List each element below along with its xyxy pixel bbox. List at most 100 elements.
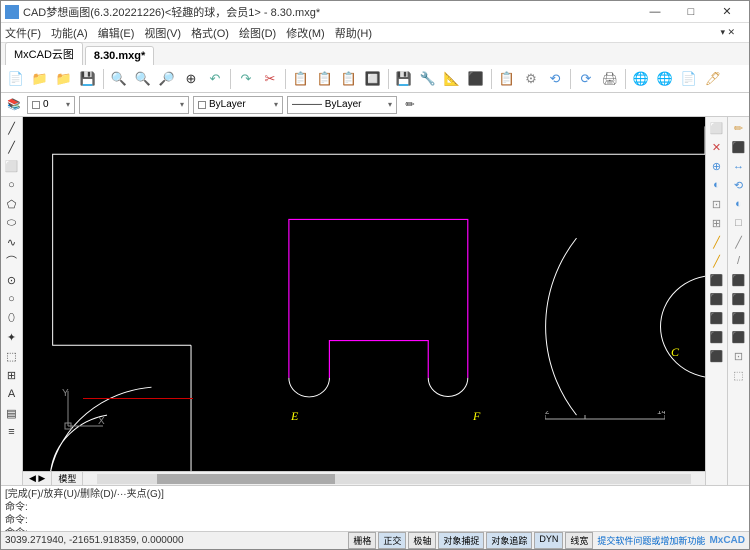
- ltool-6[interactable]: ∿: [3, 233, 21, 251]
- rtool-a-11[interactable]: ⬛: [708, 328, 726, 346]
- menu-edit[interactable]: 编辑(E): [98, 25, 135, 41]
- toolbar-btn-8[interactable]: ↶: [204, 68, 226, 90]
- rtool-a-5[interactable]: ⊞: [708, 214, 726, 232]
- status-栅格[interactable]: 栅格: [348, 532, 376, 549]
- tab-file[interactable]: 8.30.mxg*: [85, 46, 154, 65]
- ltool-3[interactable]: ○: [3, 176, 21, 194]
- ltool-4[interactable]: ⬠: [3, 195, 21, 213]
- status-对象追踪[interactable]: 对象追踪: [486, 532, 532, 549]
- close-button[interactable]: ✕: [709, 2, 745, 22]
- layers-icon[interactable]: 📚: [5, 96, 23, 114]
- layer-combo[interactable]: 0▾: [27, 96, 75, 114]
- rtool-a-0[interactable]: ⬜: [708, 119, 726, 137]
- ltool-1[interactable]: ╱: [3, 138, 21, 156]
- rtool-b-4[interactable]: ◐: [730, 195, 748, 213]
- ltool-12[interactable]: ⬚: [3, 347, 21, 365]
- toolbar-btn-2[interactable]: 📁: [53, 68, 75, 90]
- rtool-a-4[interactable]: ⊡: [708, 195, 726, 213]
- rtool-b-10[interactable]: ⬛: [730, 309, 748, 327]
- h-scrollbar[interactable]: [97, 474, 691, 484]
- rtool-a-12[interactable]: ⬛: [708, 347, 726, 365]
- ltool-9[interactable]: ○: [3, 290, 21, 308]
- rtool-b-13[interactable]: ⬚: [730, 366, 748, 384]
- toolbar-btn-0[interactable]: 📄: [5, 68, 27, 90]
- toolbar-btn-7[interactable]: ⊕: [180, 68, 202, 90]
- color-combo[interactable]: ByLayer▾: [193, 96, 283, 114]
- ltool-0[interactable]: ╱: [3, 119, 21, 137]
- toolbar-btn-27[interactable]: 🖊: [702, 68, 724, 90]
- ltool-11[interactable]: ✦: [3, 328, 21, 346]
- toolbar-btn-11[interactable]: 📋: [290, 68, 312, 90]
- toolbar-btn-24[interactable]: 🌐: [630, 68, 652, 90]
- rtool-a-1[interactable]: ✕: [708, 138, 726, 156]
- rtool-b-3[interactable]: ⟲: [730, 176, 748, 194]
- toolbar-btn-1[interactable]: 📁: [29, 68, 51, 90]
- ltool-15[interactable]: ▤: [3, 404, 21, 422]
- rtool-b-5[interactable]: □: [730, 214, 748, 232]
- menu-view[interactable]: 视图(V): [144, 25, 181, 41]
- toolbar-btn-10[interactable]: ✂: [259, 68, 281, 90]
- toolbar-btn-26[interactable]: 📄: [678, 68, 700, 90]
- rtool-a-2[interactable]: ⊕: [708, 157, 726, 175]
- toolbar-btn-13[interactable]: 📋: [338, 68, 360, 90]
- rtool-a-3[interactable]: ◐: [708, 176, 726, 194]
- toolbar-btn-6[interactable]: 🔎: [156, 68, 178, 90]
- ltool-2[interactable]: ⬜: [3, 157, 21, 175]
- toolbar-btn-20[interactable]: ⚙: [520, 68, 542, 90]
- toolbar-btn-12[interactable]: 📋: [314, 68, 336, 90]
- status-线宽[interactable]: 线宽: [565, 532, 593, 549]
- toolbar-btn-22[interactable]: ⟳: [575, 68, 597, 90]
- toolbar-btn-23[interactable]: 🖨: [599, 68, 621, 90]
- status-对象捕捉[interactable]: 对象捕捉: [438, 532, 484, 549]
- menu-modify[interactable]: 修改(M): [286, 25, 325, 41]
- menu-format[interactable]: 格式(O): [191, 25, 229, 41]
- rtool-b-0[interactable]: ✏: [730, 119, 748, 137]
- maximize-button[interactable]: □: [673, 2, 709, 22]
- toolbar-btn-18[interactable]: ⬛: [465, 68, 487, 90]
- status-正交[interactable]: 正交: [378, 532, 406, 549]
- command-window[interactable]: [完成(F)/放弃(U)/删除(D)/···夹点(G)] 命令: 命令: 命令:: [1, 485, 749, 531]
- toolbar-btn-21[interactable]: ⟲: [544, 68, 566, 90]
- toolbar-btn-5[interactable]: 🔍: [132, 68, 154, 90]
- rtool-a-6[interactable]: ╱: [708, 233, 726, 251]
- ltool-5[interactable]: ⬭: [3, 214, 21, 232]
- linetype-combo[interactable]: ▾: [79, 96, 189, 114]
- toolbar-btn-14[interactable]: 🔲: [362, 68, 384, 90]
- toolbar-btn-15[interactable]: 💾: [393, 68, 415, 90]
- rtool-b-7[interactable]: /: [730, 252, 748, 270]
- toolbar-btn-3[interactable]: 💾: [77, 68, 99, 90]
- rtool-a-8[interactable]: ⬛: [708, 271, 726, 289]
- lineweight-combo[interactable]: ——— ByLayer▾: [287, 96, 397, 114]
- ltool-16[interactable]: ≡: [3, 423, 21, 441]
- menu-expand-icon[interactable]: ▾ ✕: [720, 27, 735, 38]
- drawing-canvas[interactable]: E F C X Y 2 14: [23, 117, 705, 471]
- rtool-b-8[interactable]: ⬛: [730, 271, 748, 289]
- menu-file[interactable]: 文件(F): [5, 25, 41, 41]
- ltool-14[interactable]: A: [3, 385, 21, 403]
- model-nav[interactable]: ◀ ▶: [23, 472, 52, 485]
- rtool-a-9[interactable]: ⬛: [708, 290, 726, 308]
- rtool-b-2[interactable]: ↔: [730, 157, 748, 175]
- feedback-link[interactable]: 提交软件问题或增加新功能: [597, 534, 705, 547]
- status-极轴[interactable]: 极轴: [408, 532, 436, 549]
- ltool-8[interactable]: ⊙: [3, 271, 21, 289]
- toolbar-btn-17[interactable]: 📐: [441, 68, 463, 90]
- rtool-a-10[interactable]: ⬛: [708, 309, 726, 327]
- rtool-a-7[interactable]: ╱: [708, 252, 726, 270]
- ltool-7[interactable]: ⌒: [3, 252, 21, 270]
- menu-function[interactable]: 功能(A): [51, 25, 88, 41]
- toolbar-btn-9[interactable]: ↷: [235, 68, 257, 90]
- toolbar-btn-4[interactable]: 🔍: [108, 68, 130, 90]
- edit-icon[interactable]: ✏: [401, 96, 419, 114]
- model-tab[interactable]: 模型: [52, 471, 83, 485]
- toolbar-btn-16[interactable]: 🔧: [417, 68, 439, 90]
- menu-draw[interactable]: 绘图(D): [239, 25, 276, 41]
- ltool-10[interactable]: ⬯: [3, 309, 21, 327]
- status-DYN[interactable]: DYN: [534, 532, 563, 549]
- tab-cloud[interactable]: MxCAD云图: [5, 42, 83, 65]
- rtool-b-6[interactable]: ╱: [730, 233, 748, 251]
- toolbar-btn-25[interactable]: 🌐: [654, 68, 676, 90]
- rtool-b-1[interactable]: ⬛: [730, 138, 748, 156]
- rtool-b-12[interactable]: ⊡: [730, 347, 748, 365]
- toolbar-btn-19[interactable]: 📋: [496, 68, 518, 90]
